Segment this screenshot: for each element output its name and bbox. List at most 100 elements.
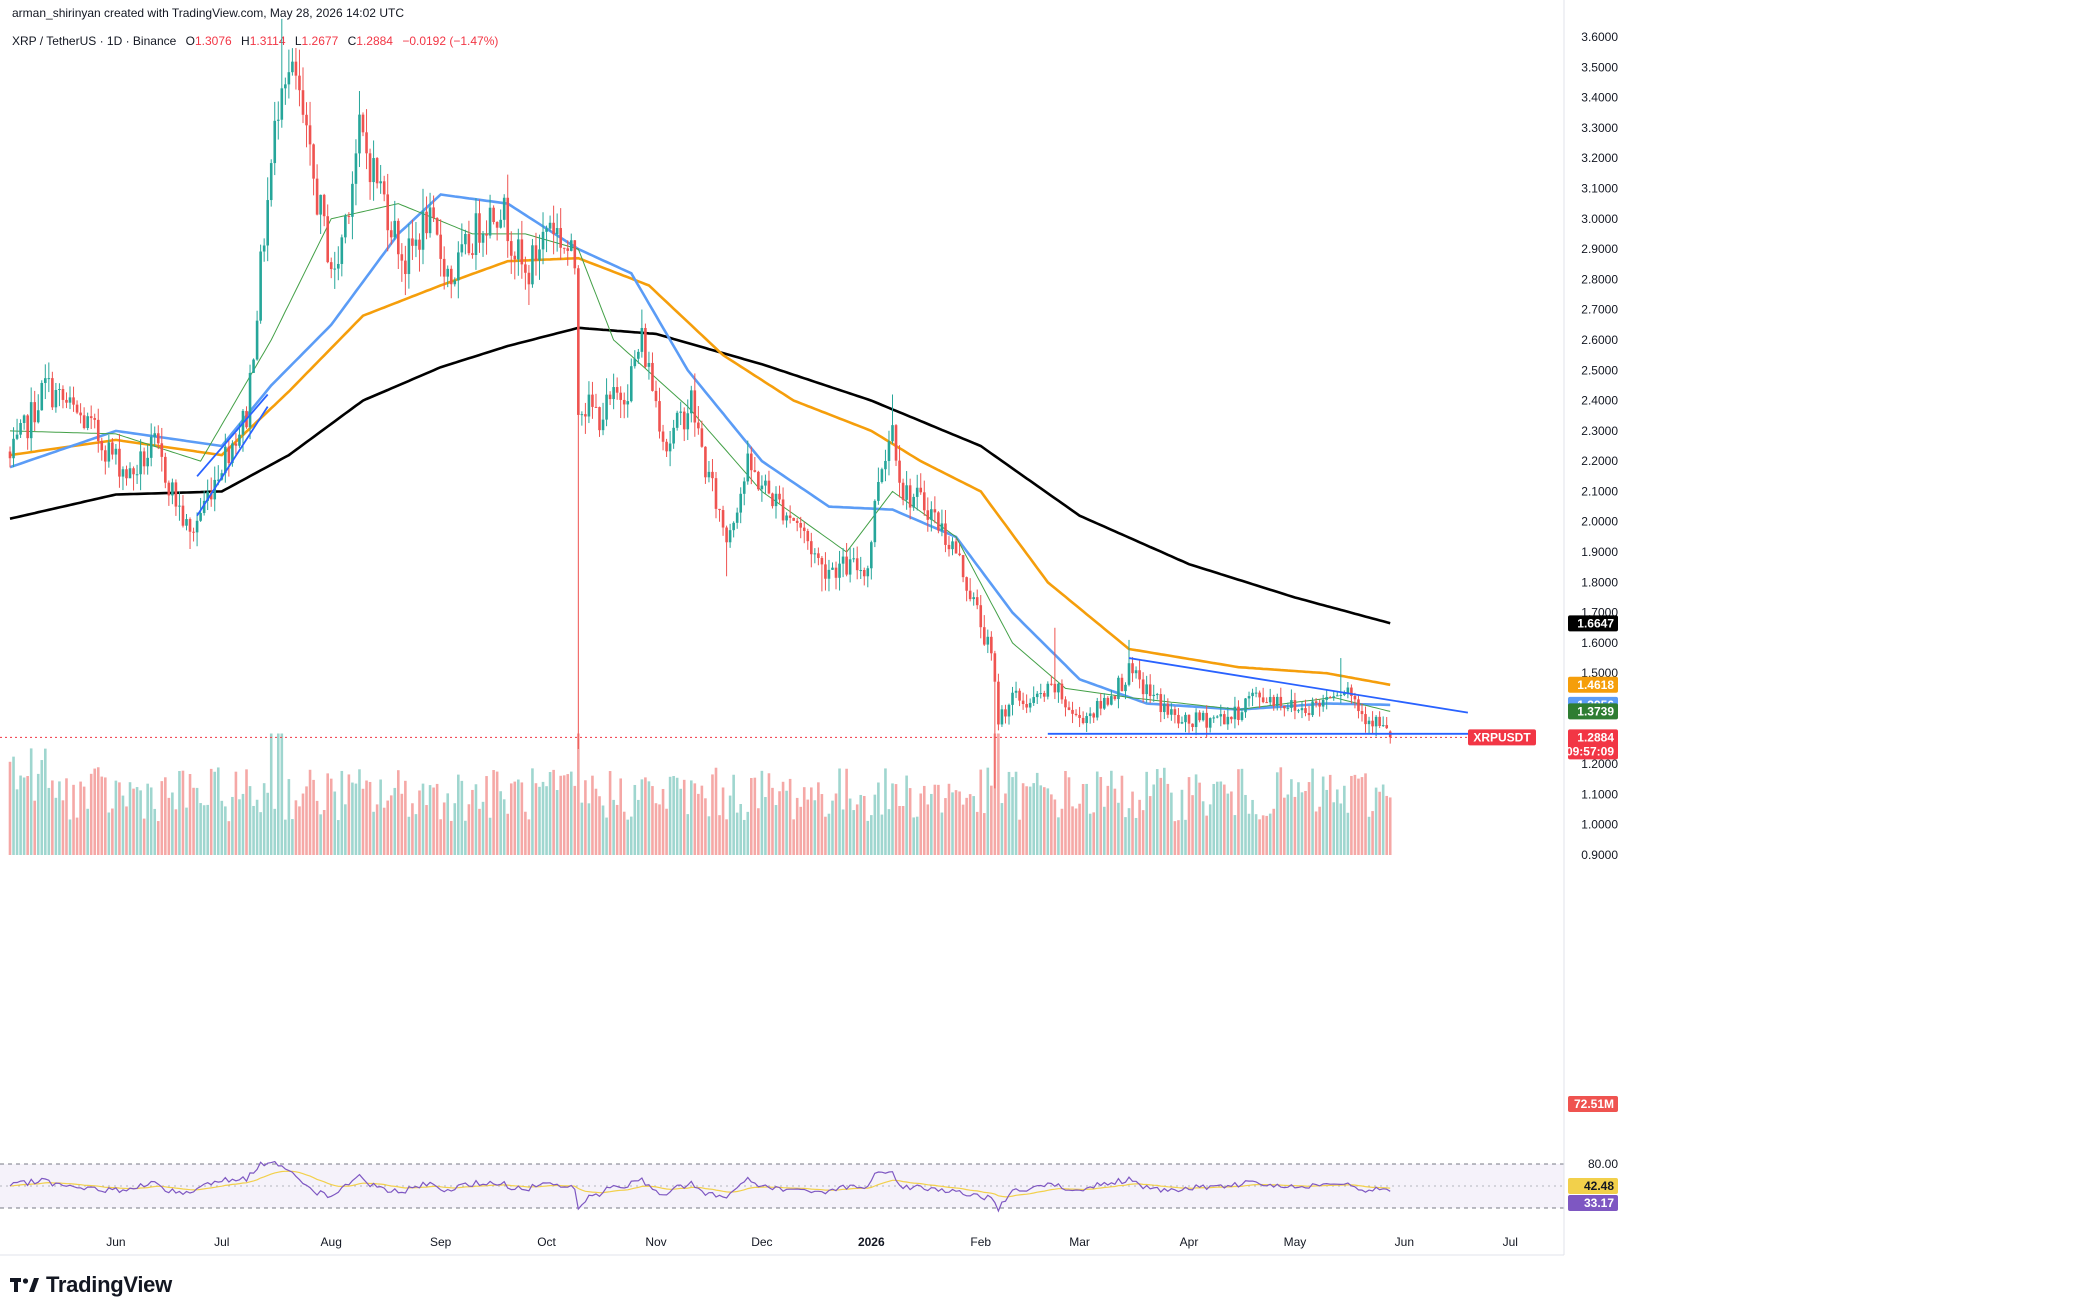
volume-bar — [661, 788, 665, 855]
volume-bar — [351, 782, 354, 855]
candle-body — [149, 436, 153, 458]
candle-body — [887, 441, 891, 461]
time-axis[interactable]: Jun Jul Aug Sep Oct Nov Dec 2026 Feb Mar Apr May Jun… — [0, 1235, 1564, 1256]
volume-bar — [1187, 777, 1191, 855]
volume-bar — [601, 805, 605, 855]
candle-body — [1184, 714, 1187, 723]
last-price-badge-bg — [1568, 729, 1618, 760]
volume-bar — [1177, 820, 1180, 855]
volume-bar — [605, 817, 608, 855]
volume-bar — [817, 782, 820, 855]
volume-bar — [672, 776, 675, 855]
candle-body — [711, 471, 714, 479]
volume-bar — [1021, 783, 1025, 855]
price-axis[interactable]: 3.6000 3.5000 3.4000 3.3000 3.2000 3.1000 3.00… — [1563, 0, 1618, 1255]
candle-body — [382, 181, 386, 195]
volume-bar — [1254, 814, 1258, 855]
volume-bar — [802, 787, 806, 855]
volume-badge-text: 72.51M — [1574, 1097, 1614, 1111]
price-tick-label: 1.1000 — [1581, 787, 1618, 801]
volume-bar — [901, 806, 905, 855]
candle-body — [799, 522, 803, 528]
candle-body — [418, 239, 421, 250]
candle-body — [605, 394, 608, 420]
volume-bar — [160, 781, 164, 855]
candle-body — [1378, 716, 1381, 726]
volume-bar — [231, 796, 234, 855]
candle-body — [86, 416, 89, 429]
volume-bar — [125, 806, 128, 855]
volume-bar — [118, 782, 121, 855]
candle-body — [538, 249, 541, 261]
symbol-name[interactable]: XRP / TetherUS · 1D · Binance — [12, 34, 177, 48]
candle-body — [231, 443, 234, 464]
candle-body — [562, 247, 566, 249]
volume-bar — [1286, 794, 1290, 855]
candle-body — [714, 478, 718, 509]
volume-bar — [1110, 770, 1113, 855]
rsi-pane[interactable]: 80.00 — [0, 1157, 1618, 1213]
candle-body — [1032, 697, 1035, 703]
candle-body — [1000, 709, 1004, 725]
candle-body — [1057, 683, 1060, 693]
volume-bar — [545, 786, 548, 855]
candle-body — [637, 351, 640, 359]
candle-body — [1215, 716, 1219, 718]
volume-bar — [774, 805, 778, 855]
candle-body — [26, 415, 29, 439]
volume-bar — [700, 785, 704, 855]
candle-body — [93, 418, 97, 420]
volume-bar — [227, 821, 231, 855]
trendlines[interactable] — [0, 393, 1472, 738]
volume-bar — [372, 811, 375, 855]
candle-body — [96, 419, 100, 441]
close-label: C — [347, 34, 357, 48]
candle-body — [1007, 704, 1011, 717]
candle-body — [181, 505, 185, 526]
volume-bar — [446, 793, 450, 855]
volume-bar — [1039, 785, 1043, 855]
volume-bar — [654, 803, 658, 855]
volume-bar — [788, 778, 792, 855]
candle-body — [58, 389, 61, 391]
candle-body — [1141, 679, 1145, 695]
candle-body — [139, 451, 142, 475]
candle-body — [1011, 692, 1014, 705]
candle-body — [531, 245, 534, 285]
candle-body — [1166, 703, 1170, 715]
volume-bar — [1138, 799, 1141, 855]
volume-bar — [894, 784, 898, 855]
candle-body — [224, 446, 227, 474]
volume-bar — [1067, 777, 1071, 855]
volume-bar — [859, 794, 863, 855]
tradingview-brand[interactable]: TradingView — [10, 1272, 172, 1298]
candle-body — [188, 519, 192, 532]
volume-bar — [1346, 812, 1350, 855]
volume-bar — [679, 788, 682, 855]
candle-body — [40, 382, 44, 411]
candle-body — [1025, 704, 1028, 708]
candle-body — [647, 362, 651, 367]
candle-body — [44, 378, 47, 383]
volume-bar — [1141, 810, 1145, 855]
volume-bar — [467, 804, 471, 855]
volume-bar — [132, 788, 135, 855]
volume-bar — [47, 787, 51, 855]
candle-body — [1265, 702, 1268, 704]
volume-bar — [711, 774, 714, 855]
volume-bar — [757, 808, 760, 855]
volume-bar — [975, 811, 979, 855]
candle-body — [608, 394, 612, 400]
price-tick-label: 3.4000 — [1581, 91, 1618, 105]
volume-bar — [686, 814, 690, 855]
volume-bar — [156, 821, 160, 855]
volume-bar — [750, 778, 753, 855]
volume-bar — [1215, 781, 1219, 855]
candle-body — [689, 390, 693, 414]
candle-body — [1155, 694, 1159, 696]
candle-body — [1293, 700, 1297, 711]
volume-bar — [234, 771, 238, 855]
candle-body — [453, 280, 457, 285]
candle-body — [626, 401, 630, 405]
